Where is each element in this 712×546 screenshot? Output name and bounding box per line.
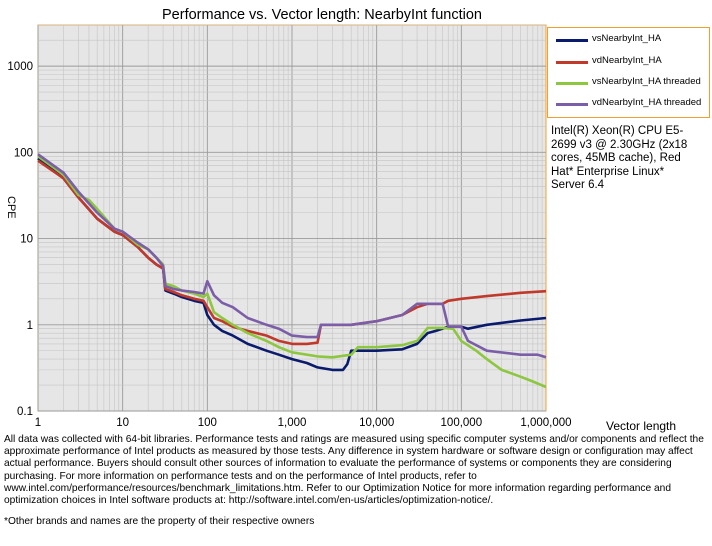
legend-item: vsNearbyInt_HA xyxy=(554,31,709,51)
x-tick-label: 10,000 xyxy=(359,417,394,429)
footnote-text: *Other brands and names are the property… xyxy=(4,516,315,527)
series-line-4 xyxy=(37,153,547,359)
legend-label: vsNearbyInt_HA threaded xyxy=(592,76,701,87)
legend-swatch xyxy=(556,61,588,64)
y-axis-label: CPE xyxy=(5,196,17,219)
x-tick-label: 1 xyxy=(35,417,41,429)
x-tick-label: 100 xyxy=(198,417,217,429)
x-tick-label: 100,000 xyxy=(441,417,483,429)
y-tick-label: 1000 xyxy=(7,61,33,73)
x-tick-label: 1,000,000 xyxy=(520,417,571,429)
legend-label: vsNearbyInt_HA xyxy=(592,33,662,44)
legend-swatch xyxy=(556,39,588,42)
legend-item: vdNearbyInt_HA xyxy=(554,53,709,73)
legend-label: vdNearbyInt_HA xyxy=(592,55,662,66)
y-tick-label: 100 xyxy=(14,147,33,159)
legend-swatch xyxy=(556,82,588,85)
chart-title: Performance vs. Vector length: NearbyInt… xyxy=(162,7,482,23)
y-tick-label: 10 xyxy=(20,234,33,246)
legend-label: vdNearbyInt_HA threaded xyxy=(592,97,702,108)
x-axis-label: Vector length xyxy=(606,419,676,433)
legend-item: vdNearbyInt_HA threaded xyxy=(554,95,709,115)
legend-item: vsNearbyInt_HA threaded xyxy=(554,74,709,94)
y-tick-label: 0.1 xyxy=(17,406,33,418)
y-tick-label: 1 xyxy=(27,320,33,332)
system-info: Intel(R) Xeon(R) CPU E5-2699 v3 @ 2.30GH… xyxy=(551,125,688,191)
disclaimer-text: All data was collected with 64-bit libra… xyxy=(4,434,704,507)
series-lines xyxy=(37,153,547,389)
y-axis-ticks: 0.1 1 10 100 1000 xyxy=(7,61,33,418)
x-axis-ticks: 1 10 100 1,000 10,000 100,000 1,000,000 xyxy=(35,417,572,429)
legend: vsNearbyInt_HA vdNearbyInt_HA vsNearbyIn… xyxy=(547,27,710,118)
x-tick-label: 10 xyxy=(116,417,129,429)
x-tick-label: 1,000 xyxy=(278,417,307,429)
legend-swatch xyxy=(556,103,588,106)
